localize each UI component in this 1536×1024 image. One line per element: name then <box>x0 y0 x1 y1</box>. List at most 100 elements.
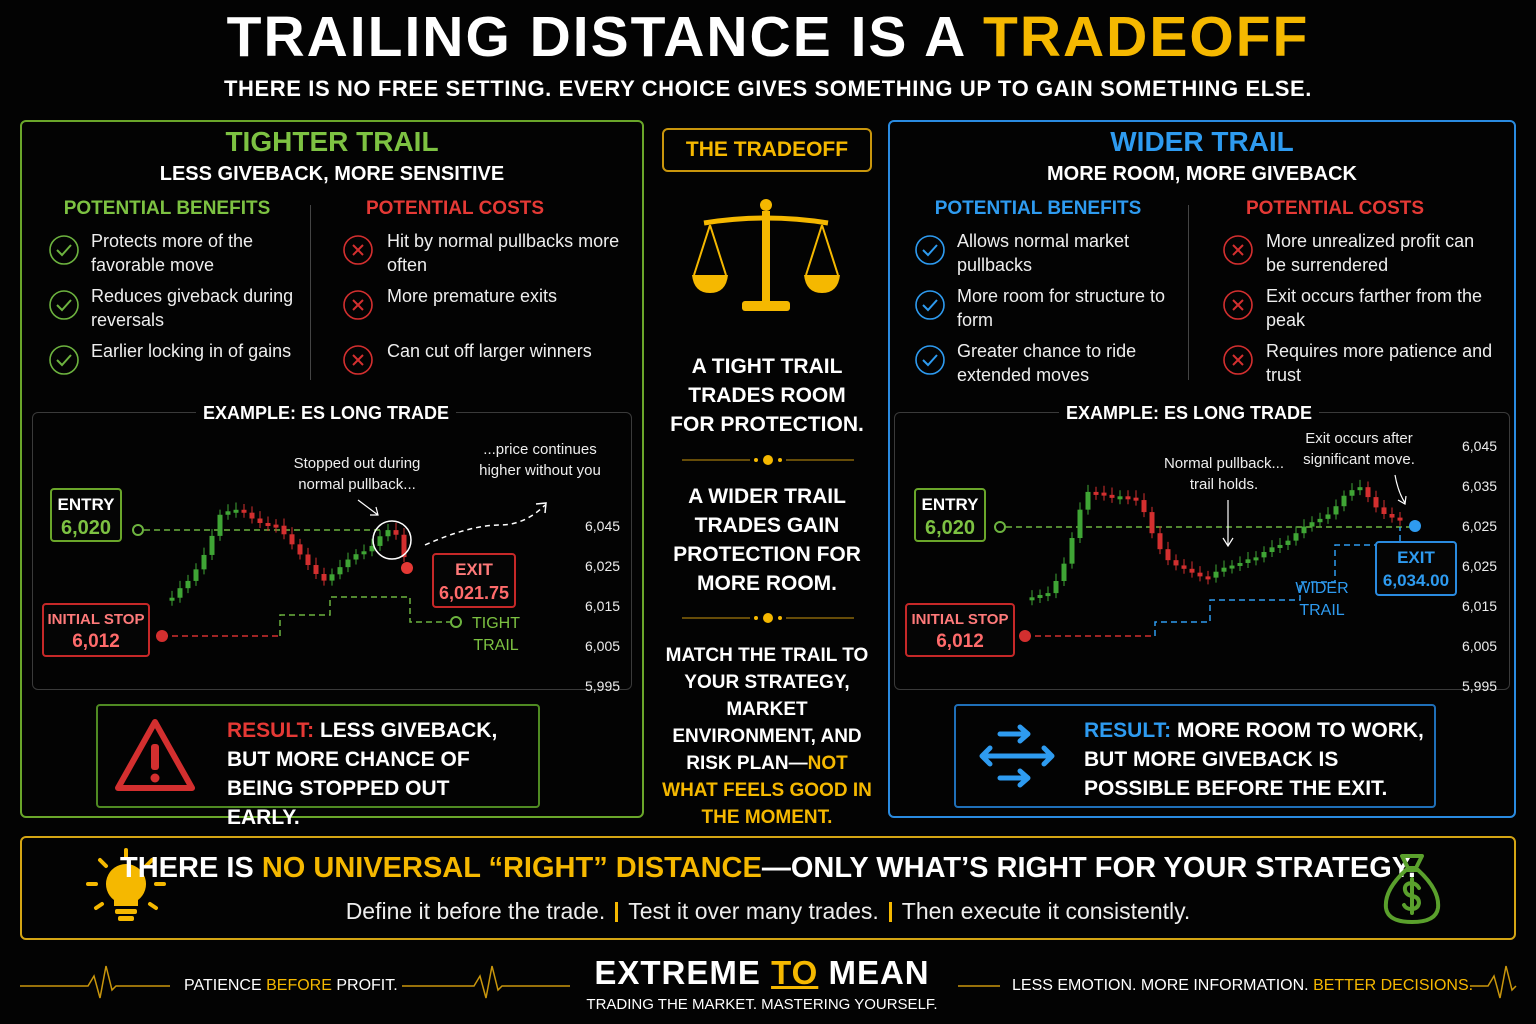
check-icon-frame <box>915 235 945 265</box>
check-icon-frame <box>49 290 79 320</box>
scales-icon <box>692 199 840 311</box>
icon-glyph <box>352 244 364 256</box>
list-item: Exit occurs farther from the peak <box>1266 286 1483 330</box>
check-icon-frame <box>915 290 945 320</box>
continuation <box>424 504 546 546</box>
axis-label: 6,025 <box>1462 558 1498 574</box>
chart-note: Normal pullback... trail holds. <box>1163 455 1285 493</box>
pointer <box>1222 500 1234 548</box>
candle <box>1181 565 1187 569</box>
right-result <box>954 704 1436 808</box>
list-item: Hit by normal pullbacks more often <box>387 231 620 275</box>
list-item: Reduces giveback during reversals <box>91 286 294 330</box>
icon-glyph <box>922 244 938 257</box>
right-panel <box>888 120 1516 818</box>
stop-marker <box>156 630 168 642</box>
candle <box>1117 496 1123 500</box>
stop-label: INITIAL STOP <box>47 611 145 628</box>
candle <box>1029 597 1035 601</box>
candle <box>401 534 407 558</box>
candle <box>1309 522 1315 527</box>
list-item: Protects more of the favorable move <box>91 231 254 275</box>
axis-label: 6,005 <box>1462 638 1498 654</box>
ornament <box>682 613 854 623</box>
cross-icon <box>1223 290 1253 320</box>
check-icon <box>915 345 945 375</box>
candle <box>1253 557 1259 561</box>
list-item: Earlier locking in of gains <box>91 341 292 361</box>
center-statement: A TIGHT TRAIL TRADES ROOM FOR PROTECTION… <box>670 355 864 436</box>
candle <box>1197 572 1203 577</box>
candle <box>1341 495 1347 507</box>
candle <box>265 522 271 526</box>
highlight <box>372 520 412 560</box>
list-item: More premature exits <box>387 286 558 306</box>
list-item: More room for structure to form <box>957 286 1166 330</box>
trail-line <box>1154 527 1401 636</box>
axis-label: 6,045 <box>1462 438 1498 454</box>
entry-value: 6,020 <box>924 517 976 539</box>
icon-ring <box>915 235 945 265</box>
footer-left-lead: PATIENCE <box>184 977 267 994</box>
exit-marker <box>1409 520 1421 532</box>
result-lead: RESULT: <box>1084 719 1172 742</box>
icon-glyph <box>352 299 364 311</box>
check-icon-frame <box>49 345 79 375</box>
candle <box>345 559 351 568</box>
icon-glyph <box>922 299 938 312</box>
entry-tag: ENTRY 6,020 <box>914 488 986 542</box>
candle <box>1101 492 1107 496</box>
candle <box>1301 526 1307 534</box>
trail-line <box>279 596 450 636</box>
candle <box>185 580 191 589</box>
icon-ring <box>915 345 945 375</box>
list-item: More unrealized profit can be surrendere… <box>1266 231 1475 275</box>
exit-value: 6,034.00 <box>1382 571 1450 590</box>
cross-icon-frame <box>1223 235 1253 265</box>
left-title: TIGHTER TRAIL <box>225 126 439 157</box>
axis-label: 6,045 <box>585 518 621 534</box>
banner-step: Test it over many trades. <box>628 898 879 924</box>
icon-ring <box>49 290 79 320</box>
candle <box>241 509 247 513</box>
candle <box>1069 538 1075 564</box>
footer-right-lead: LESS EMOTION. MORE INFORMATION. <box>1012 977 1314 994</box>
axis-label: 6,025 <box>585 558 621 574</box>
icon-glyph <box>922 354 938 367</box>
icon-ring <box>343 235 373 265</box>
candle <box>257 518 263 523</box>
candle <box>1149 512 1155 534</box>
center-closing: MATCH THE TRAIL TO YOUR STRATEGY, MARKET… <box>658 642 876 831</box>
pointer <box>357 499 379 516</box>
candle <box>297 544 303 555</box>
candle <box>305 554 311 566</box>
candle <box>169 597 175 601</box>
left-result <box>96 704 540 808</box>
result-lead: RESULT: <box>227 719 315 742</box>
divider <box>310 205 311 380</box>
footer-left-accent: BEFORE <box>266 977 332 994</box>
candle <box>281 525 287 535</box>
candle <box>361 551 367 555</box>
axis-label: 6,015 <box>1462 598 1498 614</box>
subtitle: THERE IS NO FREE SETTING. EVERY CHOICE G… <box>223 76 1313 101</box>
list-item: Greater chance to ride extended moves <box>957 341 1137 385</box>
entry-label: ENTRY <box>921 495 979 514</box>
candle <box>193 569 199 581</box>
stop-value: 6,012 <box>72 631 120 652</box>
money-bag-icon <box>1383 854 1441 925</box>
axis-label: 6,025 <box>1462 518 1498 534</box>
exit-tag: EXIT 6,034.00 <box>1375 541 1457 596</box>
bulb-icon <box>86 848 166 921</box>
stop-marker <box>1019 630 1031 642</box>
stop-tag: INITIAL STOP 6,012 <box>905 603 1015 657</box>
exit-marker <box>401 562 413 574</box>
candle <box>369 545 375 552</box>
icon-ring <box>1223 290 1253 320</box>
candle <box>377 536 383 546</box>
stop-value: 6,012 <box>936 631 984 652</box>
chart-note: Stopped out during normal pullback... <box>293 455 421 493</box>
axis-label: 6,005 <box>585 638 621 654</box>
